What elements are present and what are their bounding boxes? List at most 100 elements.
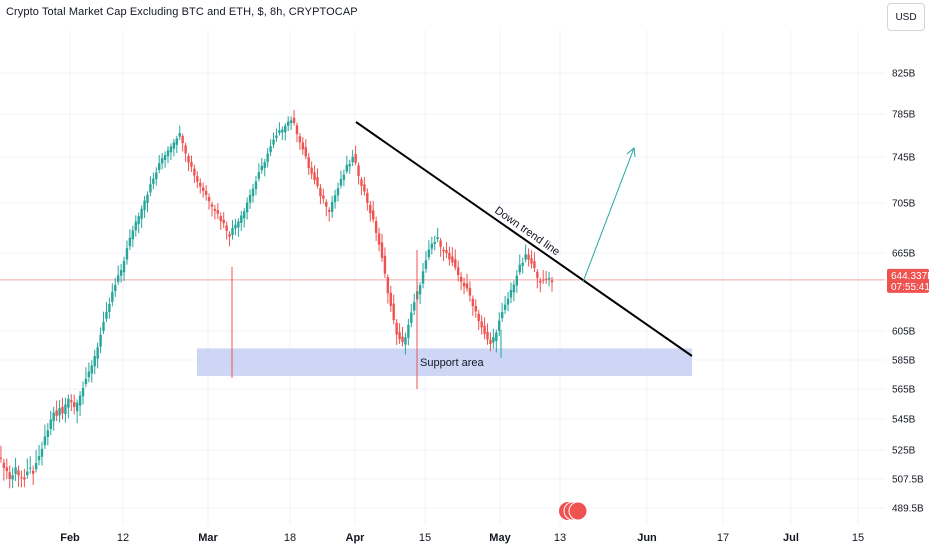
- candle-body: [369, 204, 372, 214]
- candle-body: [23, 477, 26, 480]
- candle-body: [319, 187, 322, 197]
- candle-body: [269, 146, 272, 153]
- candle-body: [401, 336, 404, 343]
- candle-body: [210, 204, 214, 207]
- candle-body: [530, 258, 533, 264]
- price-tick-label: 489.5B: [892, 504, 924, 515]
- candle-body: [495, 332, 498, 342]
- projection-arrowhead: [626, 147, 636, 158]
- candle-body: [430, 243, 434, 249]
- down-trend-line: [355, 121, 693, 357]
- candle-body: [539, 280, 542, 283]
- candle-body: [427, 249, 431, 258]
- candle-body: [207, 197, 211, 202]
- candle-body: [67, 398, 70, 408]
- time-tick-label: Jun: [637, 532, 657, 544]
- candle-body: [322, 195, 325, 199]
- candle-body: [17, 470, 20, 476]
- candle-body: [184, 145, 187, 154]
- currency-selector[interactable]: USD: [887, 3, 925, 31]
- candle-body: [445, 249, 448, 254]
- candle-body: [222, 219, 225, 224]
- candle-body: [286, 121, 290, 126]
- candle-body: [204, 190, 208, 195]
- candle-body: [439, 240, 442, 247]
- price-tick-label: 507.5B: [892, 475, 924, 486]
- candle-body: [503, 304, 507, 310]
- candle-body: [237, 221, 240, 228]
- candle-body: [462, 282, 466, 287]
- support-zone: [197, 348, 692, 376]
- candle-body: [301, 142, 305, 150]
- candle-body: [172, 142, 176, 149]
- candle-body: [448, 252, 451, 260]
- candle-body: [518, 264, 521, 273]
- candle-body: [272, 139, 275, 145]
- candle-body: [2, 462, 6, 468]
- candle-body: [500, 312, 504, 319]
- candle-body: [199, 182, 202, 187]
- candle-body: [40, 448, 44, 457]
- candle-body: [486, 331, 489, 340]
- candle-body: [547, 277, 551, 280]
- candle-body: [451, 256, 454, 263]
- candles: [0, 109, 554, 489]
- candle-body: [366, 192, 369, 203]
- candle-body: [114, 284, 117, 292]
- candle-body: [190, 161, 193, 167]
- candle-body: [187, 156, 190, 163]
- candle-body: [424, 260, 428, 269]
- candle-body: [201, 187, 205, 191]
- price-tick-label: 585B: [892, 356, 916, 367]
- candle-body: [5, 467, 8, 472]
- candle-body: [166, 150, 170, 157]
- candle-body: [392, 303, 395, 321]
- candle-body: [149, 184, 152, 193]
- candle-body: [116, 275, 120, 282]
- price-tick-label: 785B: [892, 110, 916, 121]
- candle-body: [281, 129, 284, 133]
- candle-body: [20, 477, 23, 479]
- grid-lines: [0, 30, 885, 525]
- price-axis[interactable]: 825B 785B 745B 705B 665B 605B 585B 565B 545B 525B…: [892, 69, 924, 515]
- support-label: Support area: [420, 357, 484, 369]
- tradingview-logo-icon[interactable]: [559, 501, 588, 521]
- candle-body: [11, 475, 14, 480]
- candle-body: [380, 242, 384, 258]
- candle-body: [492, 337, 495, 343]
- candle-body: [436, 237, 439, 240]
- candle-body: [316, 177, 319, 186]
- candle-body: [354, 154, 357, 163]
- candle-body: [37, 456, 41, 461]
- candle-body: [175, 138, 179, 145]
- candle-body: [325, 201, 328, 207]
- candle-body: [240, 215, 243, 223]
- projection-arrow: [582, 147, 635, 283]
- candle-body: [330, 201, 334, 212]
- candle-body: [140, 208, 143, 219]
- candle-body: [471, 298, 475, 307]
- candle-body: [96, 347, 99, 359]
- candle-body: [125, 248, 129, 260]
- candle-body: [84, 378, 88, 385]
- time-tick-label: May: [489, 532, 511, 544]
- candle-body: [506, 298, 510, 305]
- candle-body: [480, 321, 483, 328]
- time-axis[interactable]: Feb 12 Mar 18 Apr 15 May 13 Jun 17 Jul 15: [60, 532, 864, 544]
- candle-body: [544, 279, 548, 281]
- candle-body: [336, 188, 340, 196]
- candle-body: [371, 210, 375, 220]
- time-tick-label: Feb: [60, 532, 80, 544]
- candle-body: [152, 178, 155, 184]
- candle-body: [143, 200, 146, 211]
- candle-body: [289, 120, 293, 123]
- candle-body: [58, 408, 61, 416]
- candle-body: [225, 225, 228, 231]
- candle-body: [418, 285, 422, 295]
- candle-body: [61, 406, 64, 414]
- candle-body: [542, 279, 545, 281]
- candle-body: [383, 255, 387, 274]
- candle-body: [374, 221, 378, 233]
- candle-body: [292, 117, 296, 123]
